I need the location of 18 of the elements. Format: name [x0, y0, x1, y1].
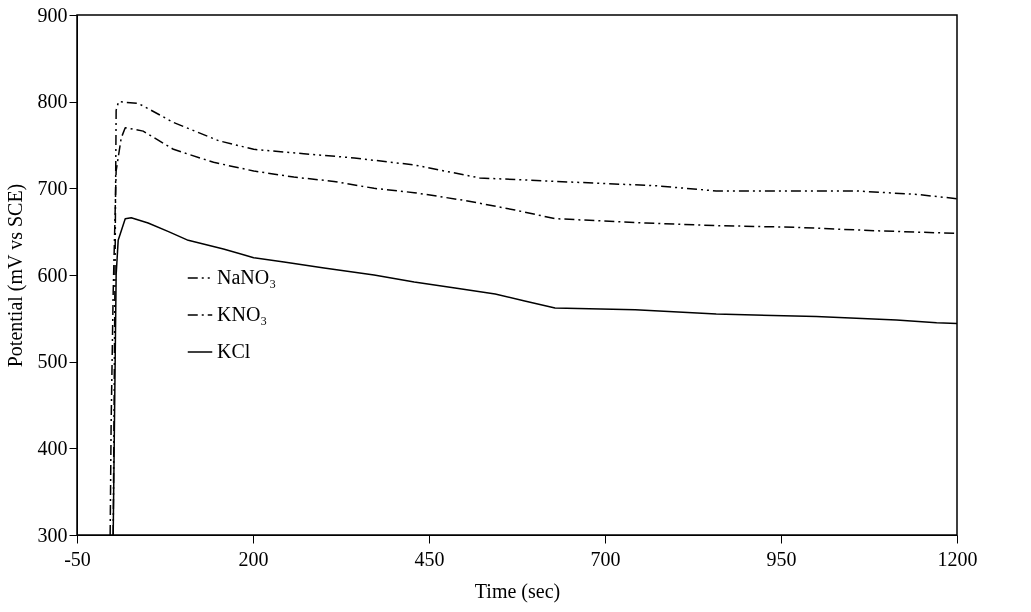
- y-tick-label: 700: [37, 176, 68, 199]
- x-tick-label: 450: [414, 547, 445, 570]
- y-tick-label: 400: [37, 436, 68, 459]
- y-tick-label: 300: [37, 523, 68, 546]
- x-tick-label: 1200: [937, 547, 978, 570]
- x-tick-label: 700: [590, 547, 621, 570]
- legend-label: KCl: [217, 340, 251, 362]
- x-axis-title: Time (sec): [474, 579, 561, 603]
- y-tick-label: 600: [37, 263, 68, 286]
- legend-label: KNO₃: [217, 303, 268, 325]
- x-tick-label: -50: [64, 547, 91, 570]
- x-tick-label: 200: [238, 547, 269, 570]
- y-tick-label: 500: [37, 350, 68, 373]
- x-tick-label: 950: [766, 547, 797, 570]
- legend-label: NaNO₃: [217, 266, 277, 288]
- y-axis-title: Potential (mV vs SCE): [3, 183, 27, 368]
- y-tick-label: 900: [37, 3, 68, 26]
- y-tick-label: 800: [37, 90, 68, 113]
